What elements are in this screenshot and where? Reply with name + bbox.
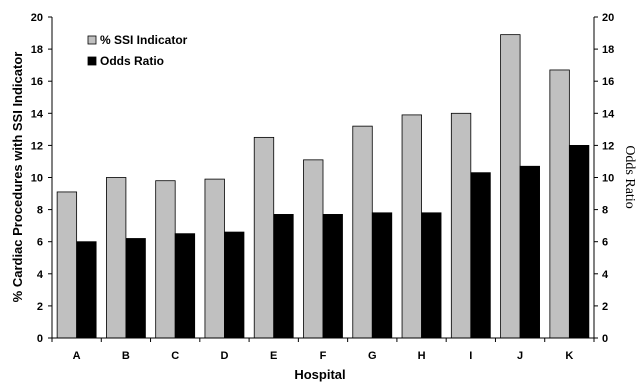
x-tick-label: C: [171, 350, 179, 362]
y2-tick-label: 6: [602, 237, 608, 249]
y2-ticks: 0 2 4 6 8 10 12 14 16 18 20: [594, 12, 615, 345]
y-tick-label: 2: [37, 301, 43, 313]
x-tick-label: A: [73, 350, 81, 362]
y-tick-label: 10: [31, 173, 43, 185]
y2-tick-label: 8: [602, 205, 608, 217]
x-ticks: A B C D E F G H I J K: [51, 338, 595, 362]
legend-label-ssi: % SSI Indicator: [100, 33, 188, 47]
legend-label-odds: Odds Ratio: [100, 54, 164, 68]
x-axis-title: Hospital: [294, 367, 345, 382]
bar-ssi-c: [155, 180, 176, 339]
y-ticks: 0 2 4 6 8 10 12 14 16 18 20: [31, 12, 52, 345]
bar-odds-j: [519, 165, 540, 339]
bar-ssi-i: [450, 112, 472, 339]
bar-ssi-d: [204, 178, 225, 339]
legend-swatch-ssi: [87, 35, 97, 45]
x-tick-label: H: [418, 350, 426, 362]
bar-ssi-e: [253, 136, 275, 339]
bar-odds-c: [174, 233, 196, 339]
legend: % SSI Indicator Odds Ratio: [87, 33, 188, 68]
x-tick-label: J: [517, 350, 523, 362]
x-tick-label: F: [320, 350, 327, 362]
bar-ssi-a: [56, 191, 78, 339]
bar-ssi-k: [549, 69, 570, 339]
bars: [56, 34, 590, 339]
y2-tick-label: 2: [602, 301, 608, 313]
y-tick-label: 18: [31, 44, 43, 56]
bar-ssi-j: [500, 34, 521, 339]
y2-tick-label: 12: [602, 140, 614, 152]
y2-tick-label: 4: [602, 269, 609, 281]
bar-odds-b: [125, 238, 146, 339]
x-tick-label: I: [469, 350, 472, 362]
x-tick-label: B: [122, 350, 130, 362]
legend-swatch-odds: [87, 56, 97, 66]
y2-tick-label: 10: [602, 173, 614, 185]
y-tick-label: 8: [37, 205, 43, 217]
x-tick-label: E: [270, 350, 277, 362]
bar-odds-f: [322, 214, 343, 339]
bar-odds-i: [470, 172, 491, 339]
y-tick-label: 0: [37, 333, 43, 345]
bar-odds-e: [273, 214, 294, 339]
x-tick-label: G: [368, 350, 377, 362]
y2-tick-label: 18: [602, 44, 614, 56]
bar-ssi-f: [303, 159, 324, 339]
bar-odds-a: [76, 241, 97, 339]
bar-ssi-g: [352, 125, 373, 339]
bar-ssi-b: [106, 177, 127, 339]
y2-tick-label: 0: [602, 333, 608, 345]
x-tick-label: K: [565, 350, 573, 362]
y-tick-label: 4: [37, 269, 44, 281]
x-tick-label: D: [220, 350, 228, 362]
y-axis-title: % Cardiac Procedures with SSI Indicator: [10, 52, 25, 303]
bar-odds-g: [371, 212, 393, 339]
y-tick-label: 6: [37, 237, 43, 249]
bar-odds-h: [421, 212, 442, 339]
y2-tick-label: 16: [602, 76, 614, 88]
y-tick-label: 20: [31, 12, 43, 24]
y-tick-label: 16: [31, 76, 43, 88]
y-tick-label: 14: [31, 108, 44, 120]
bar-ssi-h: [401, 114, 422, 339]
y2-tick-label: 14: [602, 108, 615, 120]
y2-axis-title: Odds Ratio: [622, 145, 637, 208]
bar-odds-d: [224, 231, 245, 339]
y2-tick-label: 20: [602, 12, 614, 24]
bar-odds-k: [568, 144, 590, 339]
y-tick-label: 12: [31, 140, 43, 152]
